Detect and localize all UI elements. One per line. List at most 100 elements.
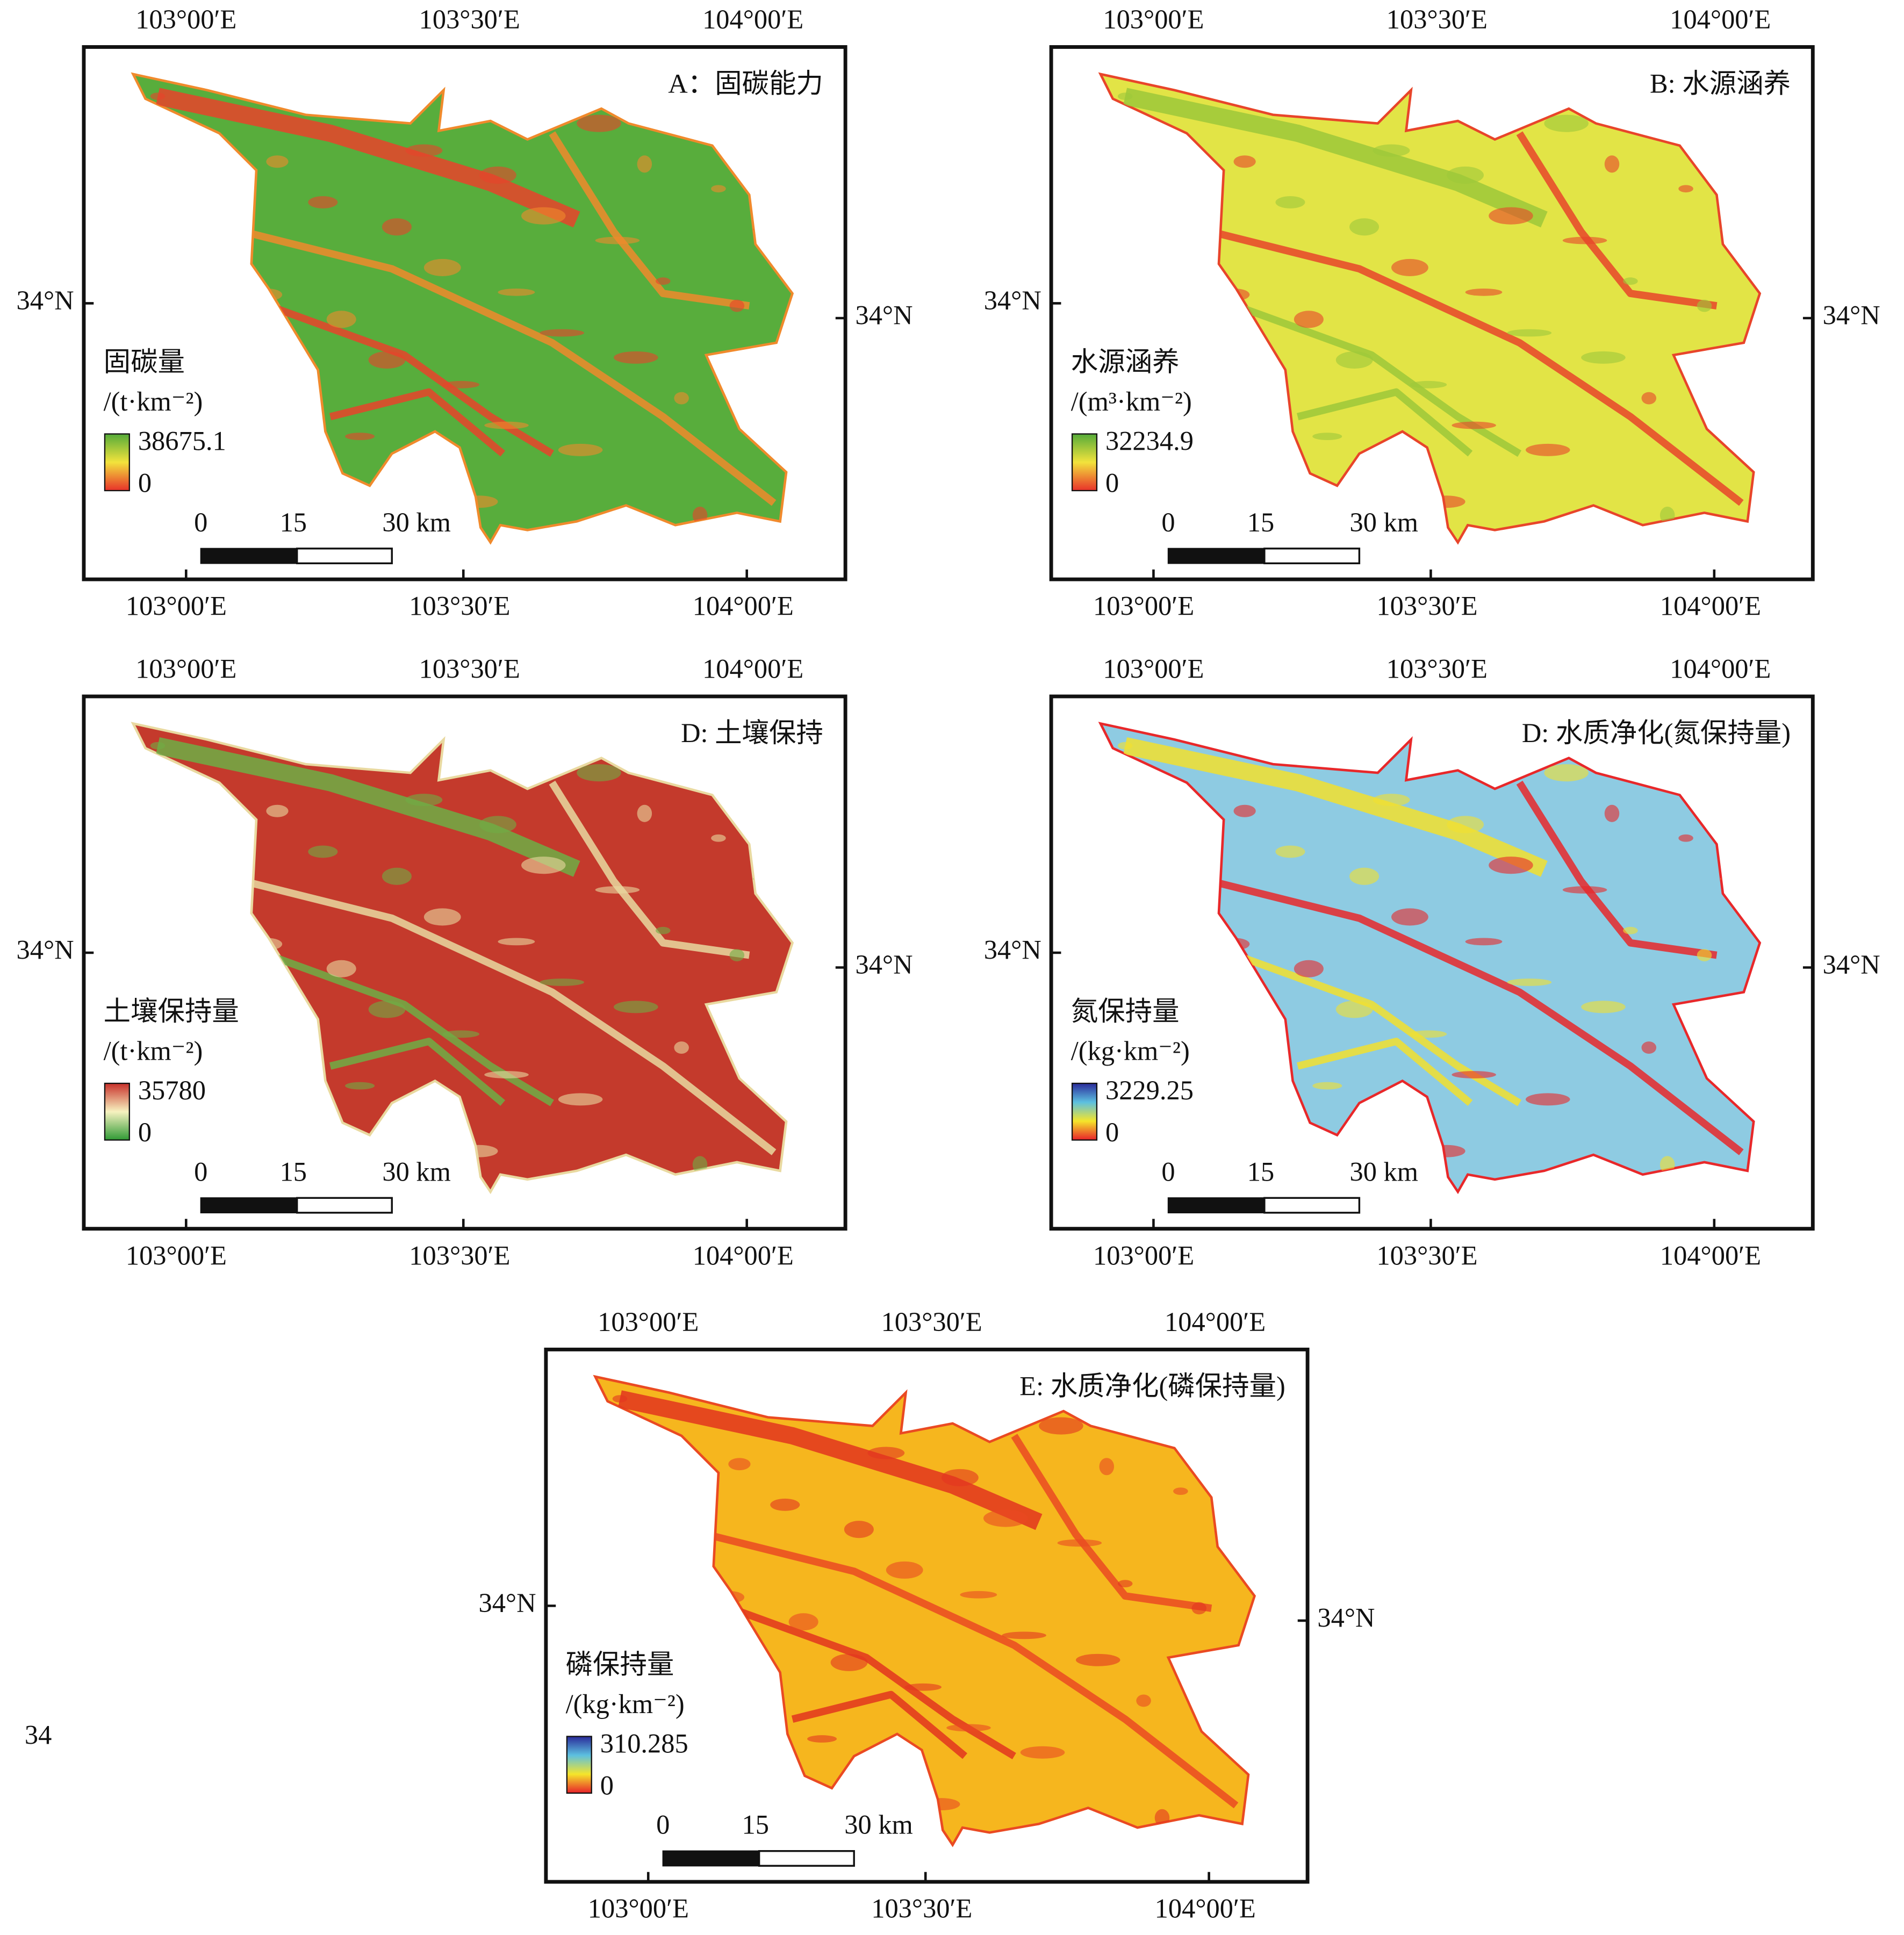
region-patch: [1220, 938, 1250, 951]
panel-title: D: 水质净化(氮保持量): [1522, 718, 1791, 748]
region-patch: [577, 114, 621, 132]
region-patch: [1678, 185, 1693, 193]
region-patch: [983, 1509, 1028, 1527]
region-patch: [1581, 351, 1626, 364]
scale-label: 30 km: [382, 1156, 451, 1186]
region-patch: [211, 897, 233, 910]
region-patch: [558, 443, 603, 456]
lon-label-bottom: 103°00′E: [1093, 1240, 1194, 1270]
region-patch: [1117, 1580, 1133, 1587]
region-streak: [1516, 131, 1718, 310]
scale-label: 0: [194, 1156, 207, 1186]
region-patch: [1489, 207, 1533, 225]
panel-title: E: 水质净化(磷保持量): [1019, 1371, 1285, 1401]
panel-title: D: 土壤保持: [681, 718, 823, 748]
region-patch: [729, 299, 745, 312]
region: [131, 72, 794, 545]
region-patch: [637, 804, 652, 822]
region-patch: [1349, 867, 1379, 885]
region-streak: [1210, 228, 1744, 506]
region-patch: [1215, 484, 1238, 492]
lon-label-bottom: 103°00′E: [588, 1894, 689, 1924]
region-streak: [549, 131, 750, 310]
region-patch: [595, 886, 640, 894]
region-patch: [1581, 1001, 1626, 1013]
lon-label-bottom: 103°30′E: [1376, 1240, 1477, 1270]
region-patch: [1410, 1030, 1447, 1038]
region-patch: [753, 875, 775, 883]
region-patch: [1410, 380, 1447, 389]
region-patch: [540, 329, 584, 337]
region-patch: [1489, 857, 1533, 874]
scale-label: 30 km: [844, 1810, 913, 1840]
legend-title: 固碳量: [104, 347, 185, 377]
region-patch: [654, 1435, 677, 1443]
lon-label-top: 103°30′E: [419, 654, 520, 684]
scale-label: 30 km: [1350, 1156, 1419, 1186]
region-patch: [1604, 804, 1620, 822]
region-patch: [1178, 897, 1201, 910]
region-patch: [1697, 949, 1712, 962]
region-patch: [614, 1001, 658, 1013]
region-patch: [1354, 1123, 1392, 1131]
legend-title: 氮保持量: [1071, 996, 1180, 1026]
region-patch: [770, 1498, 800, 1511]
map-panel: D: 土壤保持 103°00′E 103°00′E 103°30′E 103°30′E 1…: [17, 654, 913, 1271]
panel-title: B: 水源涵养: [1650, 68, 1791, 98]
scale-label: 0: [656, 1810, 670, 1840]
region-patch: [1562, 886, 1607, 894]
region-patch: [253, 938, 283, 951]
scale-bar-black: [662, 1850, 760, 1867]
region-patch: [387, 1123, 424, 1131]
region-patch: [965, 1395, 1010, 1408]
region-patch: [612, 1395, 628, 1403]
region-patch: [942, 1469, 979, 1486]
lat-label-left: 34°N: [984, 285, 1041, 315]
region-patch: [577, 764, 621, 782]
region-patch: [192, 782, 215, 790]
region-patch: [1312, 433, 1342, 441]
region-patch: [1623, 277, 1638, 285]
region-patch: [1544, 764, 1589, 782]
region-streak: [329, 388, 506, 457]
region-patch: [1391, 908, 1428, 926]
lat-label-left: 34°N: [984, 935, 1041, 965]
legend-max: 310.285: [600, 1728, 688, 1758]
region-patch: [1020, 1746, 1065, 1759]
lon-label-top: 103°30′E: [1386, 4, 1488, 34]
region-patch: [709, 1787, 732, 1795]
region-patch: [674, 392, 689, 405]
region-patch: [461, 495, 498, 508]
region-patch: [1470, 742, 1515, 754]
region-patch: [423, 908, 461, 926]
legend-unit: /(t·km⁻²): [104, 386, 203, 416]
region-patch: [498, 288, 535, 296]
region-patch: [1544, 114, 1589, 132]
region-patch: [1720, 875, 1743, 883]
region-patch: [1697, 299, 1712, 312]
lon-label-bottom: 103°30′E: [871, 1894, 972, 1924]
region-patch: [1117, 92, 1133, 100]
map-panel: B: 水源涵养 103°00′E 103°00′E 103°30′E 103°30′E 1…: [984, 4, 1880, 621]
region-patch: [1159, 782, 1182, 790]
scale-bar-black: [1167, 548, 1265, 564]
legend-min: 0: [138, 1117, 152, 1147]
region-patch: [946, 1724, 991, 1732]
lat-label-right: 34°N: [1317, 1602, 1375, 1632]
scale-label: 15: [1247, 507, 1274, 537]
legend-title: 磷保持量: [566, 1650, 674, 1680]
region-patch: [655, 926, 671, 934]
scale-label: 15: [280, 1156, 307, 1186]
region-patch: [405, 144, 443, 157]
lat-label-right: 34°N: [855, 949, 913, 980]
lon-label-top: 103°00′E: [135, 4, 236, 34]
lon-label-top: 103°00′E: [1103, 4, 1204, 34]
region-patch: [1641, 1041, 1657, 1054]
lat-label-left: 34°N: [17, 285, 74, 315]
region-patch: [715, 1591, 745, 1603]
legend-ramp: [566, 1736, 592, 1794]
lon-label-bottom: 103°00′E: [1093, 591, 1194, 621]
legend-max: 35780: [138, 1075, 206, 1105]
region-streak: [1297, 388, 1473, 457]
